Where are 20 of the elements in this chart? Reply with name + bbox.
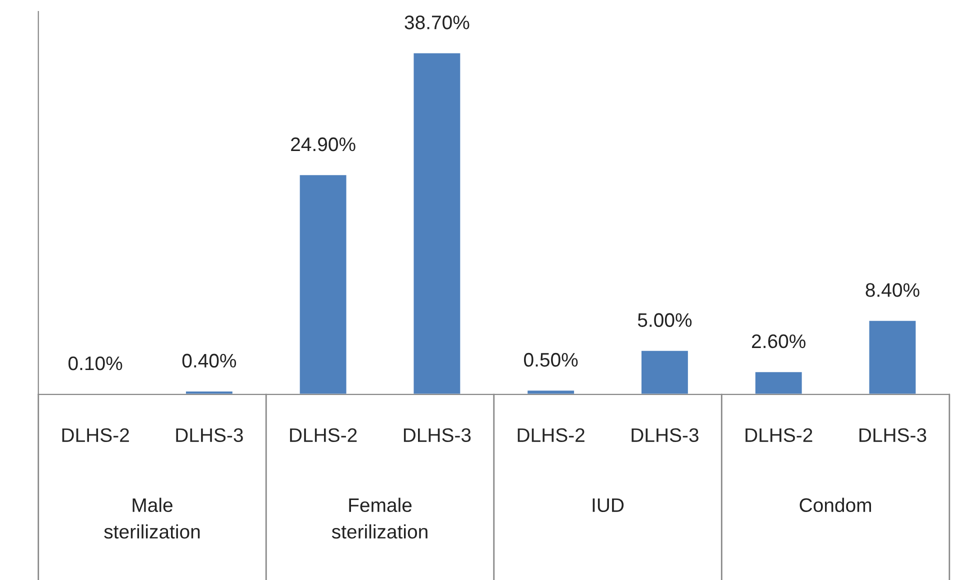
x-tick-label: DLHS-3 [632, 428, 698, 442]
x-tick-label: DLHS-2 [290, 428, 357, 442]
data-label: 5.00% [638, 313, 692, 327]
x-tick-label: DLHS-2 [518, 428, 584, 442]
x-tick-label: DLHS-2 [746, 428, 812, 442]
text: Male sterilization [104, 498, 200, 539]
x-tick-label: DLHS-3 [176, 428, 243, 442]
data-label: 8.40% [866, 283, 920, 297]
data-label: 2.60% [752, 334, 806, 348]
data-label: 0.10% [68, 356, 122, 370]
data-label: 0.50% [524, 352, 578, 367]
data-label: 24.90% [291, 137, 356, 152]
x-tick-label: DLHS-3 [859, 428, 926, 442]
x-tick-label: DLHS-3 [404, 428, 471, 442]
x-tick-label: DLHS-2 [62, 428, 129, 442]
data-label: 0.40% [182, 354, 236, 368]
text: IUD [592, 498, 624, 512]
data-label: 38.70% [404, 16, 470, 30]
text: Female sterilization [332, 498, 428, 539]
text: Condom [800, 498, 871, 512]
